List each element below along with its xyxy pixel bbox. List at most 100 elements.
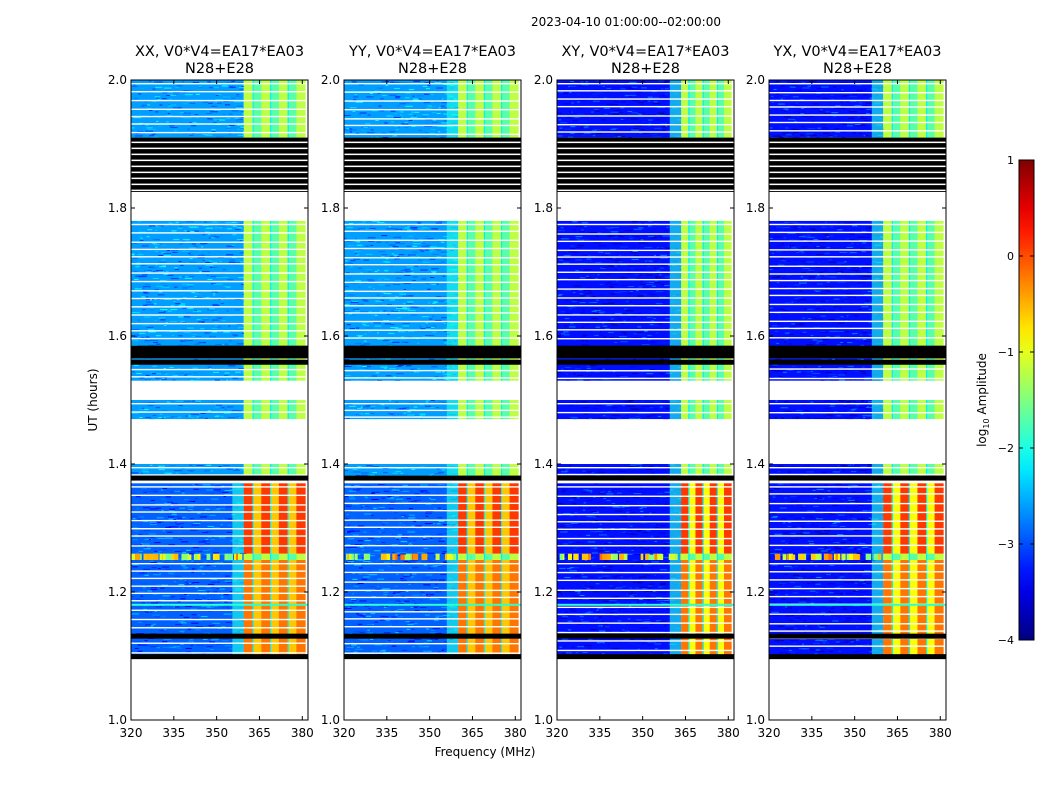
noise-speckle (565, 611, 568, 613)
noise-speckle (643, 621, 651, 623)
noise-speckle (392, 534, 398, 536)
noise-speckle (381, 404, 385, 406)
noise-speckle (223, 517, 227, 519)
noise-speckle (415, 527, 423, 529)
noise-speckle (387, 596, 394, 598)
noise-speckle (437, 615, 443, 617)
noise-speckle (431, 366, 438, 368)
noise-speckle (667, 400, 671, 402)
noise-speckle (148, 344, 155, 346)
noise-speckle (632, 565, 638, 567)
band-stripe (261, 553, 271, 560)
noise-speckle (405, 621, 411, 623)
noise-speckle (175, 86, 180, 88)
flag-line (131, 592, 308, 595)
rfi-mark (165, 553, 172, 560)
noise-speckle (570, 511, 574, 513)
noise-speckle (154, 229, 158, 231)
noise-speckle (136, 465, 141, 467)
noise-speckle (133, 278, 139, 280)
noise-speckle (429, 551, 434, 553)
noise-speckle (584, 290, 592, 292)
noise-speckle (443, 328, 449, 330)
noise-speckle (442, 614, 450, 616)
noise-speckle (155, 264, 158, 266)
noise-speckle (396, 538, 399, 540)
noise-speckle (569, 610, 577, 612)
noise-speckle (357, 530, 361, 532)
noise-speckle (172, 251, 178, 253)
noise-speckle (371, 533, 378, 535)
noise-speckle (558, 484, 563, 486)
noise-speckle (199, 516, 207, 518)
noise-speckle (397, 330, 401, 332)
noise-speckle (187, 625, 191, 627)
noise-speckle (400, 537, 409, 539)
band-edge-glow (446, 483, 459, 554)
noise-speckle (139, 122, 144, 124)
noise-speckle (205, 227, 213, 229)
noise-speckle (441, 106, 447, 108)
noise-speckle (180, 490, 185, 492)
noise-speckle (437, 517, 443, 519)
noise-speckle (204, 231, 210, 233)
noise-speckle (391, 253, 394, 255)
noise-speckle (200, 339, 206, 341)
noise-speckle (357, 614, 364, 616)
noise-speckle (346, 532, 351, 534)
noise-speckle (161, 584, 168, 586)
noise-speckle (192, 333, 197, 335)
noise-speckle (575, 238, 580, 240)
noise-speckle (364, 328, 371, 330)
flag-line (557, 528, 734, 530)
noise-speckle (414, 610, 420, 612)
noise-speckle (562, 616, 569, 618)
noise-speckle (383, 632, 391, 634)
noise-speckle (233, 101, 241, 103)
noise-speckle (371, 492, 375, 494)
noise-speckle (185, 647, 192, 649)
noise-speckle (230, 374, 237, 376)
noise-speckle (595, 583, 600, 585)
noise-speckle (593, 591, 600, 593)
rfi-mark (134, 553, 141, 560)
noise-speckle (349, 107, 357, 109)
band-stripe (695, 553, 704, 560)
noise-speckle (155, 246, 158, 248)
band-stripe (709, 464, 718, 477)
noise-speckle (648, 615, 653, 617)
noise-speckle (368, 538, 375, 540)
noise-speckle (653, 408, 658, 410)
noise-speckle (405, 105, 413, 107)
noise-speckle (199, 367, 205, 369)
noise-speckle (651, 512, 656, 514)
noise-speckle (356, 408, 364, 410)
noise-speckle (413, 99, 421, 101)
noise-speckle (173, 549, 181, 551)
noise-speckle (415, 126, 419, 128)
noise-speckle (213, 283, 219, 285)
flag-line (131, 131, 308, 134)
noise-speckle (213, 305, 220, 307)
noise-speckle (652, 512, 659, 514)
noise-speckle (564, 523, 571, 525)
noise-speckle (572, 548, 577, 550)
noise-speckle (153, 81, 162, 83)
noise-speckle (208, 252, 211, 254)
noise-speckle (226, 406, 234, 408)
noise-speckle (143, 292, 149, 294)
noise-speckle (206, 510, 211, 512)
noise-speckle (181, 631, 184, 633)
noise-speckle (582, 309, 585, 311)
noise-speckle (135, 501, 138, 503)
noise-speckle (561, 496, 566, 498)
noise-speckle (590, 498, 596, 500)
noise-speckle (386, 228, 395, 230)
noise-speckle (209, 625, 213, 627)
noise-speckle (182, 620, 186, 622)
flag-line (131, 241, 308, 243)
rfi-mark (606, 553, 611, 560)
noise-speckle (156, 249, 164, 251)
noise-speckle (187, 90, 193, 92)
noise-speckle (189, 379, 194, 381)
